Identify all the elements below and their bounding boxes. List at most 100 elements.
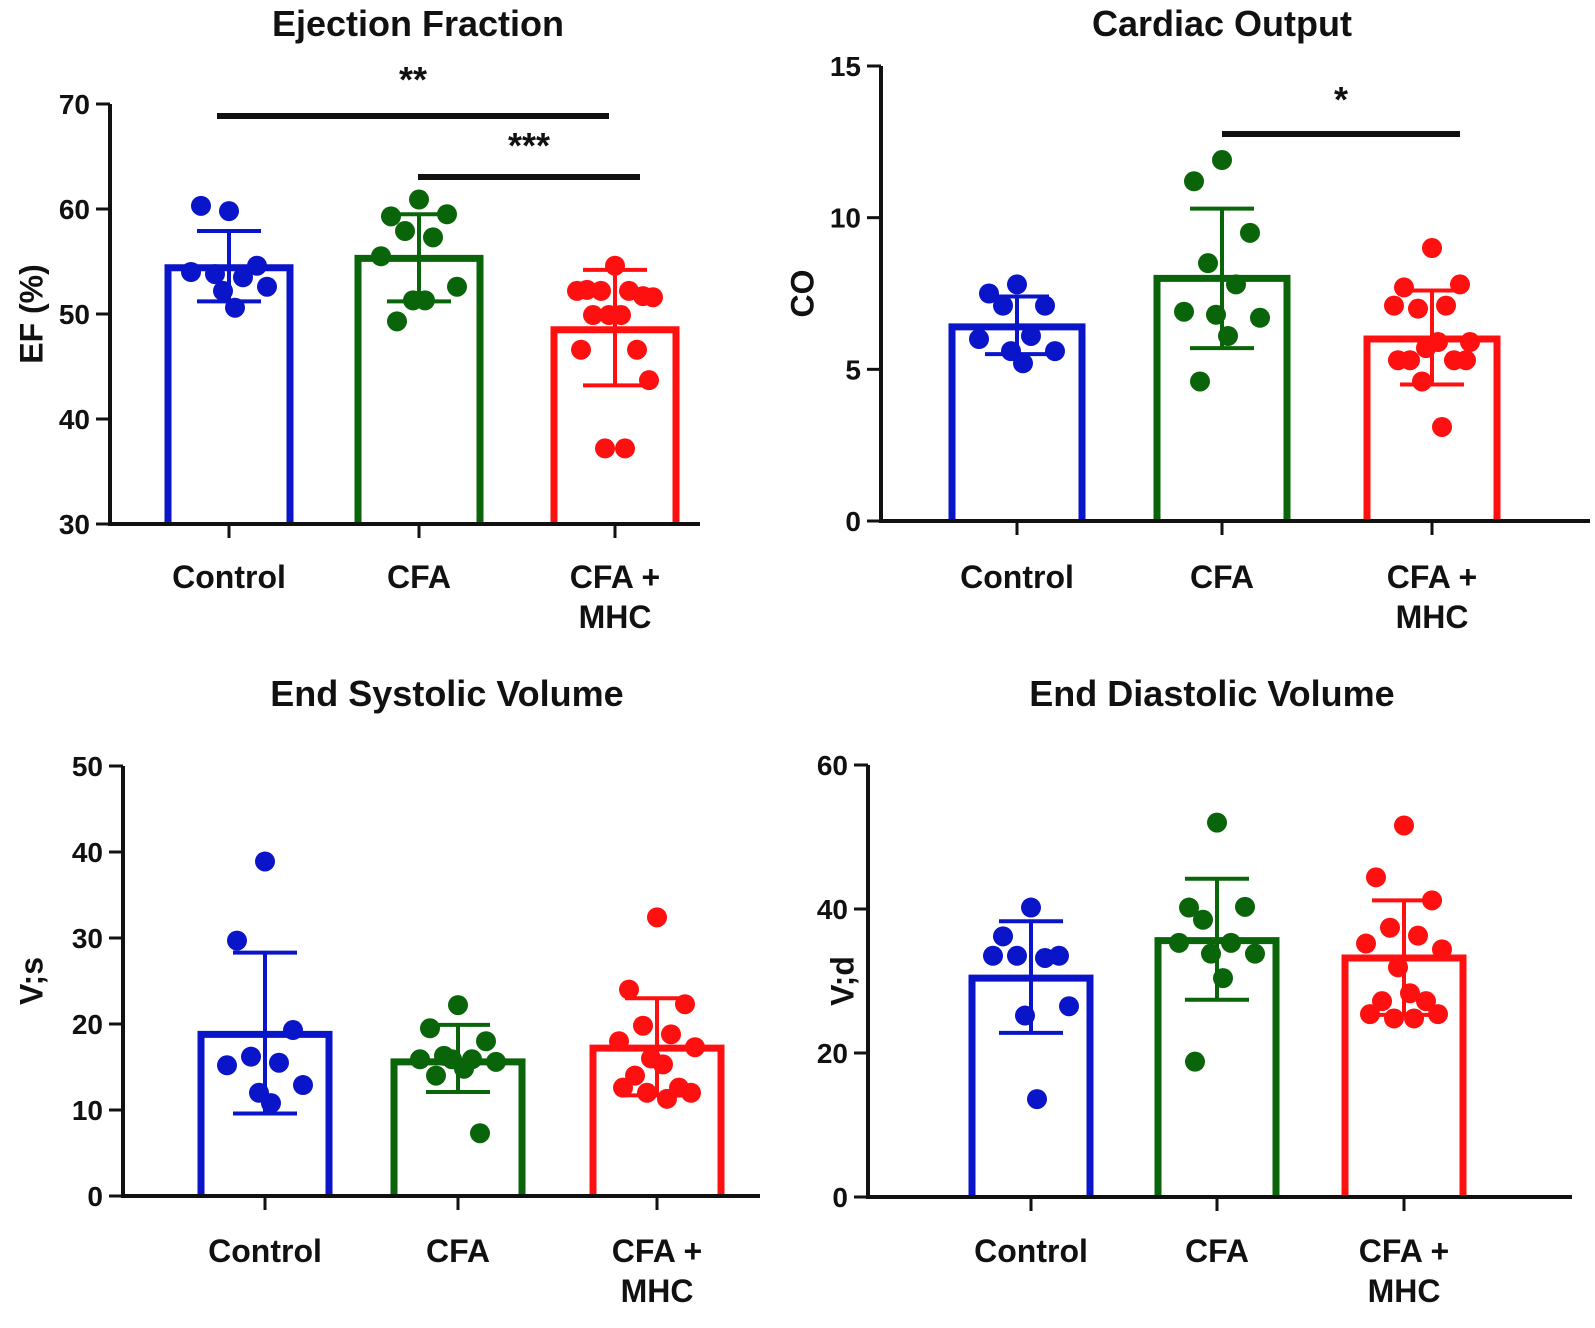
- x-tick-label: Control: [172, 559, 286, 595]
- data-point: [371, 246, 391, 267]
- y-tick-label: 30: [59, 509, 90, 540]
- data-point: [619, 280, 639, 301]
- data-point: [1218, 325, 1238, 346]
- data-point: [969, 329, 989, 349]
- data-point: [1221, 932, 1241, 953]
- y-tick-label: 40: [72, 837, 103, 868]
- data-point: [1240, 222, 1260, 243]
- data-point: [227, 930, 247, 951]
- x-tick-label: CFA +: [1359, 1233, 1449, 1269]
- data-point: [681, 1082, 701, 1103]
- data-point: [1428, 1004, 1448, 1025]
- data-point: [1416, 991, 1436, 1012]
- data-point: [1212, 150, 1232, 171]
- y-tick-label: 60: [59, 194, 90, 225]
- x-tick-label: CFA: [1185, 1233, 1249, 1269]
- data-point: [595, 438, 615, 459]
- data-point: [1207, 812, 1227, 833]
- data-point: [1380, 917, 1400, 938]
- y-tick-label: 0: [832, 1182, 848, 1213]
- significance-label: ***: [508, 125, 550, 166]
- y-tick-label: 0: [845, 506, 861, 537]
- x-tick-label: CFA +: [1387, 559, 1477, 595]
- data-point: [1384, 1008, 1404, 1029]
- data-point: [1388, 957, 1408, 978]
- x-tick-label: CFA +: [570, 559, 660, 595]
- x-tick-label: MHC: [1368, 1273, 1441, 1309]
- data-point: [470, 1123, 490, 1144]
- data-point: [979, 283, 999, 304]
- data-point: [247, 255, 267, 276]
- data-point: [1404, 1008, 1424, 1029]
- data-point: [1190, 371, 1210, 392]
- data-point: [1213, 968, 1233, 989]
- data-point: [1422, 238, 1442, 258]
- data-point: [1400, 983, 1420, 1004]
- data-point: [420, 1018, 440, 1039]
- data-point: [233, 267, 253, 288]
- data-point: [637, 1082, 657, 1103]
- data-point: [448, 995, 468, 1016]
- data-point: [217, 1055, 237, 1076]
- data-point: [1045, 341, 1065, 362]
- data-point: [1356, 933, 1376, 954]
- data-point: [426, 1065, 446, 1086]
- data-point: [1408, 298, 1428, 319]
- data-point: [476, 1031, 496, 1052]
- x-tick-label: Control: [960, 559, 1074, 595]
- data-point: [1007, 945, 1027, 966]
- data-point: [675, 994, 695, 1015]
- data-point: [1169, 932, 1189, 953]
- data-point: [241, 1046, 261, 1067]
- data-point: [1394, 815, 1414, 836]
- data-point: [611, 305, 631, 326]
- data-point: [423, 227, 443, 248]
- data-point: [1384, 295, 1404, 316]
- x-tick-label: MHC: [621, 1273, 694, 1309]
- y-tick-label: 60: [817, 750, 848, 781]
- data-point: [609, 1031, 629, 1052]
- y-tick-label: 5: [845, 354, 861, 385]
- data-point: [1428, 332, 1448, 353]
- y-tick-label: 20: [72, 1009, 103, 1040]
- y-tick-label: 40: [817, 894, 848, 925]
- x-tick-label: Control: [208, 1233, 322, 1269]
- data-point: [1174, 301, 1194, 322]
- data-point: [225, 297, 245, 318]
- x-tick-label: Control: [974, 1233, 1088, 1269]
- data-point: [643, 287, 663, 308]
- chart-title: Ejection Fraction: [272, 3, 564, 44]
- data-point: [381, 206, 401, 227]
- data-point: [619, 979, 639, 1000]
- data-point: [269, 1052, 289, 1073]
- data-point: [387, 311, 407, 332]
- data-point: [283, 1020, 303, 1041]
- data-point: [191, 195, 211, 216]
- data-point: [1015, 1005, 1035, 1026]
- data-point: [415, 290, 435, 311]
- x-tick-label: CFA: [426, 1233, 490, 1269]
- data-point: [1432, 939, 1452, 960]
- x-tick-label: CFA: [1190, 559, 1254, 595]
- data-point: [409, 189, 429, 210]
- data-point: [1456, 350, 1476, 371]
- data-point: [1372, 991, 1392, 1012]
- data-point: [1450, 274, 1470, 295]
- data-point: [653, 1054, 673, 1075]
- chart-title: End Systolic Volume: [270, 673, 623, 714]
- data-point: [454, 1058, 474, 1079]
- data-point: [685, 1037, 705, 1058]
- data-point: [213, 280, 233, 301]
- data-point: [633, 1015, 653, 1036]
- chart-title: End Diastolic Volume: [1029, 673, 1394, 714]
- y-axis-label: V;s: [13, 957, 49, 1005]
- y-tick-label: 70: [59, 89, 90, 120]
- y-tick-label: 10: [72, 1095, 103, 1126]
- y-axis-label: V;d: [824, 956, 860, 1006]
- chart-panel-4: End Diastolic Volume V;d 0 20 40 60 Control CFA…: [817, 673, 1572, 1309]
- data-point: [647, 907, 667, 928]
- data-point: [410, 1049, 430, 1070]
- data-point: [615, 438, 635, 459]
- data-point: [1201, 943, 1221, 964]
- x-tick-label: CFA +: [612, 1233, 702, 1269]
